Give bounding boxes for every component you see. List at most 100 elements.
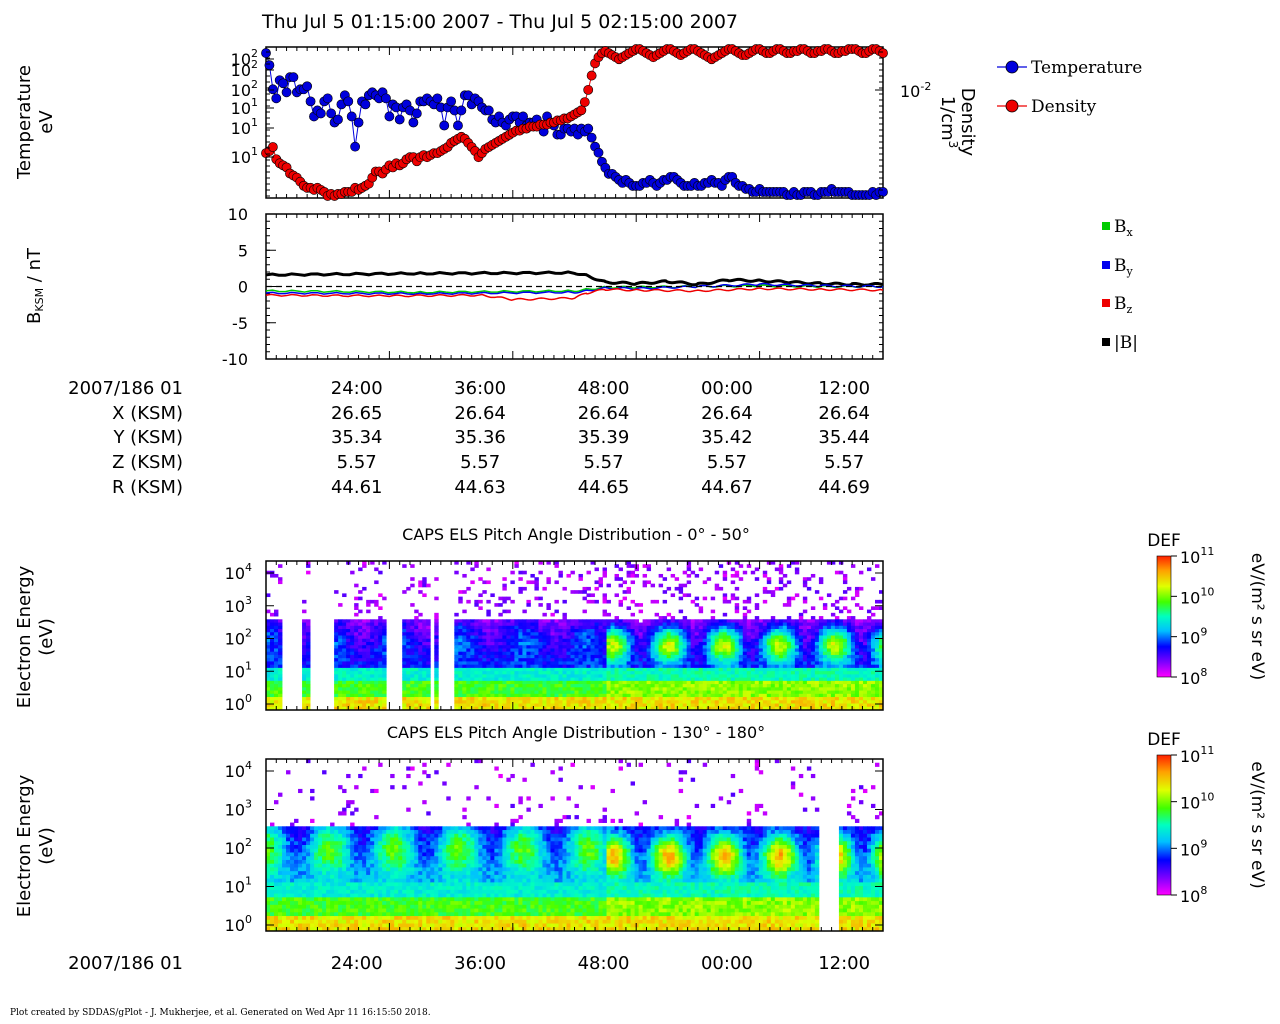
density-point xyxy=(583,84,594,95)
ephemeris-value: 5.57 xyxy=(707,452,747,473)
bottom-axis-tick: 48:00 xyxy=(578,953,630,974)
ephemeris-value: 26.65 xyxy=(331,403,383,424)
temperature-point xyxy=(593,147,604,158)
ephemeris-value: 26.64 xyxy=(578,403,630,424)
bottom-axis-tick: 24:00 xyxy=(331,953,383,974)
bottom-time-axis: 2007/186 01 24:00 36:00 48:00 00:00 12:00 xyxy=(68,953,870,974)
colorbar-unit: eV/(m² s sr eV) xyxy=(1247,761,1267,888)
ephemeris-value: 5.57 xyxy=(460,452,500,473)
temperature-point xyxy=(586,132,597,143)
ephemeris-value: 44.61 xyxy=(331,477,383,498)
temperature-point xyxy=(278,78,289,89)
density-point xyxy=(878,48,888,59)
spectrogram1-ylabel: Electron Energy xyxy=(14,565,35,708)
colorbar-title: DEF xyxy=(1147,531,1181,551)
density-series xyxy=(261,44,888,201)
spectrogram-130-180: CAPS ELS Pitch Angle Distribution - 130°… xyxy=(14,723,1267,935)
spectrogram1-tick-label: 101 xyxy=(225,659,252,681)
temperature-point xyxy=(446,96,456,107)
temperature-axis-unit: eV xyxy=(36,110,57,134)
ephemeris-value: 44.67 xyxy=(701,477,753,498)
temperature-legend-marker xyxy=(1005,60,1019,74)
ephemeris-time-tick: 00:00 xyxy=(701,378,753,399)
bfield-axis-label: BKSM / nT xyxy=(24,247,46,324)
temperature-point xyxy=(264,60,275,71)
temperature-point xyxy=(381,93,391,104)
density-legend-label: Density xyxy=(1031,97,1097,117)
ephemeris-time-tick: 24:00 xyxy=(331,378,383,399)
bfield-legend-label: Bx xyxy=(1114,217,1134,239)
temperature-point xyxy=(322,93,333,104)
ephemeris-table: 2007/186 01 X (KSM) Y (KSM) Z (KSM) R (KSM) 2… xyxy=(68,378,870,498)
colorbar-tick-label: 1010 xyxy=(1180,791,1214,813)
colorbar-unit: eV/(m² s sr eV) xyxy=(1247,553,1267,680)
ephemeris-value: 44.63 xyxy=(454,477,506,498)
legend-density: Density xyxy=(997,97,1097,117)
temperature-point xyxy=(343,96,354,107)
spectrogram1-title: CAPS ELS Pitch Angle Distribution - 0° -… xyxy=(402,525,750,544)
bfield-tick-label: -10 xyxy=(222,350,248,369)
colorbar-tick-label: 1010 xyxy=(1180,585,1214,607)
colorbar-tick-label: 109 xyxy=(1180,626,1207,648)
bottom-axis-tick: 00:00 xyxy=(701,953,753,974)
bfield-legend-swatch xyxy=(1102,338,1110,346)
ephemeris-value: 35.36 xyxy=(454,427,506,448)
spectrogram2-ylabel: Electron Energy xyxy=(14,774,35,917)
ephemeris-time-tick: 12:00 xyxy=(818,378,870,399)
magnetic-field-panel: 10 5 0 -5 -10 BKSM / nT Bx By Bz |B| xyxy=(24,205,1138,369)
temperature-point xyxy=(439,120,450,131)
colorbar-tick-label: 1011 xyxy=(1180,744,1214,766)
temperature-point xyxy=(394,114,405,125)
ephemeris-row-label: X (KSM) xyxy=(112,403,183,424)
ephemeris-value: 26.64 xyxy=(701,403,753,424)
temperature-tick-label: 101 xyxy=(231,116,258,138)
bfield-legend-swatch xyxy=(1102,299,1110,307)
ephemeris-value: 5.57 xyxy=(824,452,864,473)
spectrogram1-tick-label: 102 xyxy=(225,627,252,649)
ephemeris-time-tick: 48:00 xyxy=(578,378,630,399)
temperature-point xyxy=(583,123,594,134)
temperature-point xyxy=(456,105,467,116)
ephemeris-value: 35.42 xyxy=(701,427,753,448)
bottom-axis-tick: 12:00 xyxy=(818,953,870,974)
spectrogram2-tick-label: 103 xyxy=(225,798,252,820)
ephemeris-value: 5.57 xyxy=(583,452,623,473)
ephemeris-value: 5.57 xyxy=(337,452,377,473)
ephemeris-value: 26.64 xyxy=(818,403,870,424)
bfield-tick-label: 10 xyxy=(228,205,248,224)
bfield-magbmag-line xyxy=(265,270,884,287)
bfield-tick-label: -5 xyxy=(232,314,248,333)
density-axis-unit: 1/cm3 xyxy=(937,96,960,149)
temperature-point xyxy=(432,93,443,104)
temperature-point xyxy=(360,99,371,110)
spectrogram1-tick-label: 103 xyxy=(225,594,252,616)
bfield-legend-swatch xyxy=(1102,222,1110,230)
spectrogram1-tick-label: 100 xyxy=(225,692,252,714)
colorbar-tick-label: 108 xyxy=(1180,884,1207,906)
density-tick-label: 10-2 xyxy=(900,80,931,101)
temperature-point xyxy=(315,108,326,119)
temperature-point xyxy=(346,111,357,122)
temperature-tick-label: 101 xyxy=(231,96,258,118)
temperature-point xyxy=(483,105,494,116)
density-point xyxy=(586,70,597,81)
bfield-legend-swatch xyxy=(1102,261,1110,269)
temperature-point xyxy=(288,72,299,83)
temperature-point xyxy=(384,111,395,122)
temperature-point xyxy=(302,81,313,92)
colorbar-tick-label: 1011 xyxy=(1180,545,1214,567)
page-title: Thu Jul 5 01:15:00 2007 - Thu Jul 5 02:1… xyxy=(261,11,738,33)
temperature-point xyxy=(453,120,463,131)
legend-temperature: Temperature xyxy=(997,58,1142,78)
temperature-point xyxy=(411,108,422,119)
ephemeris-row-label: Z (KSM) xyxy=(112,452,183,473)
temperature-series xyxy=(261,48,888,200)
colorbar-title: DEF xyxy=(1147,730,1181,750)
colorbar-tick-label: 109 xyxy=(1180,837,1207,859)
spectrogram2-tick-label: 102 xyxy=(225,836,252,858)
temperature-point xyxy=(271,93,282,104)
bottom-axis-tick: 36:00 xyxy=(454,953,506,974)
temperature-point xyxy=(333,114,343,125)
temperature-point xyxy=(305,96,316,107)
temperature-point xyxy=(408,117,419,128)
